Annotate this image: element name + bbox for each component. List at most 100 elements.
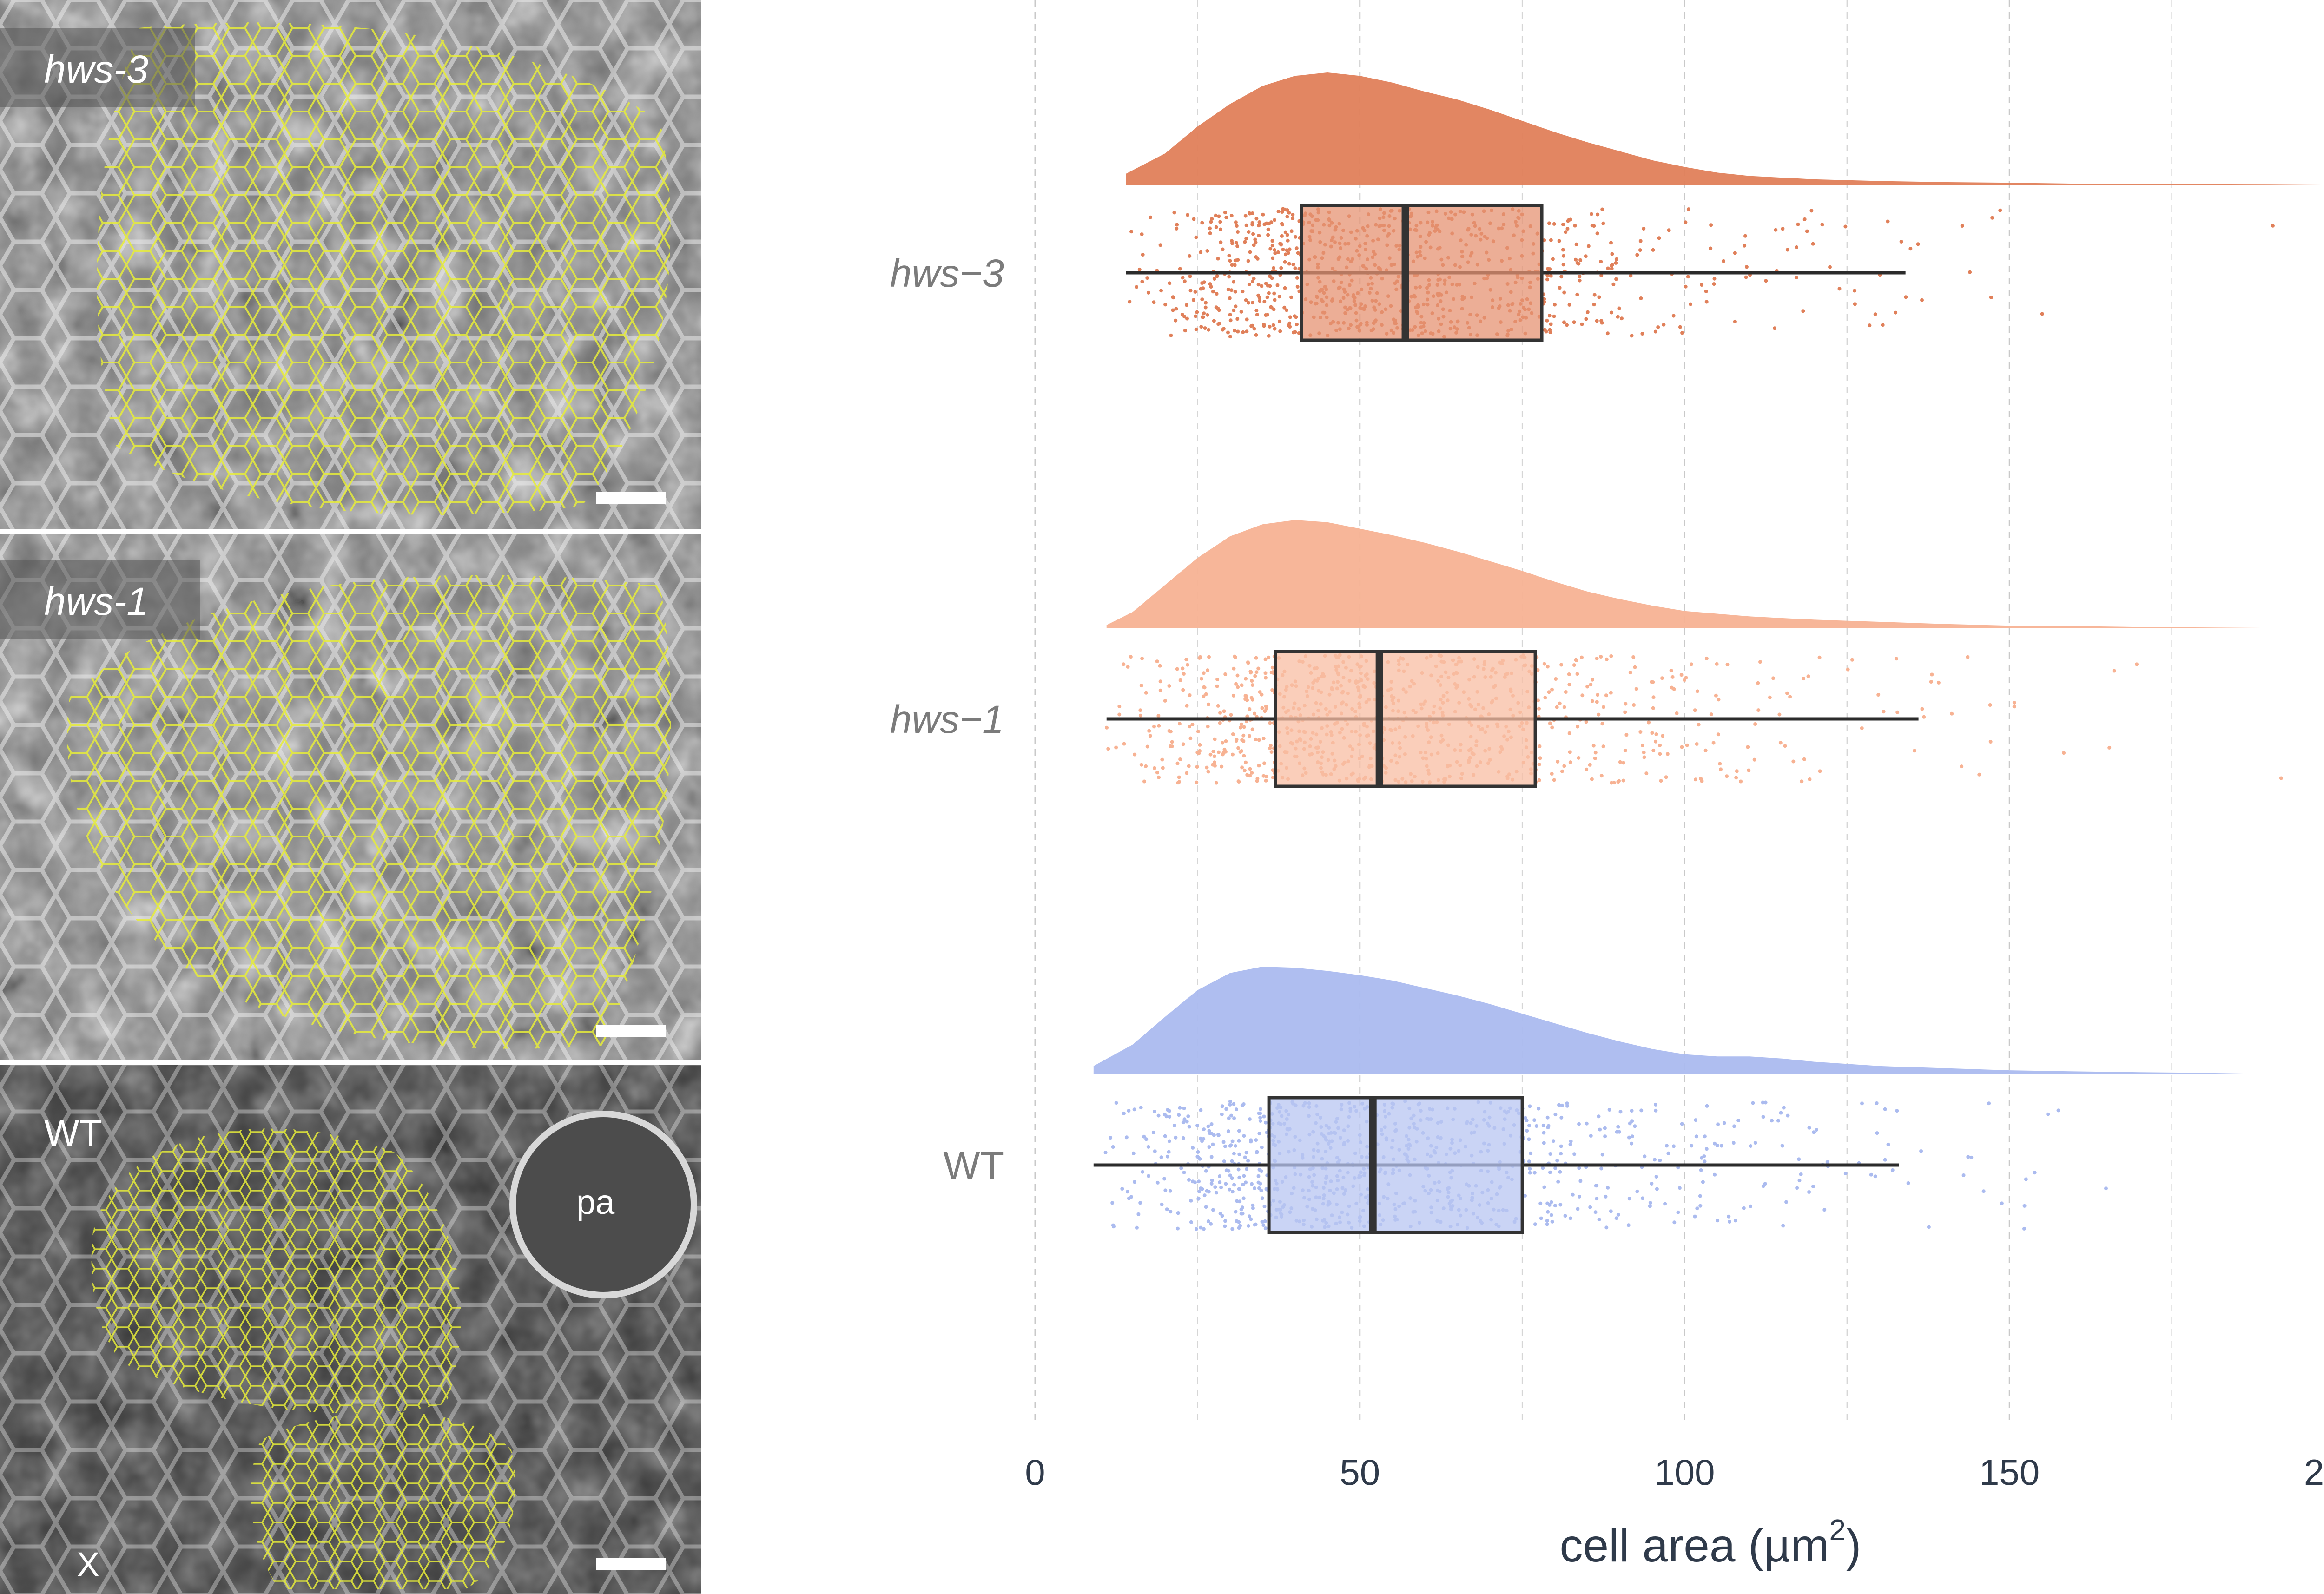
data-point (1243, 240, 1247, 244)
data-point (1110, 1201, 1115, 1205)
data-point (1559, 663, 1564, 667)
data-point (1258, 1181, 1262, 1186)
data-point (1998, 208, 2002, 212)
data-point (1181, 666, 1185, 671)
data-point (1800, 779, 1804, 784)
data-point (1617, 306, 1621, 310)
data-point (1285, 248, 1289, 252)
data-point (1131, 1151, 1136, 1155)
data-point (1808, 777, 1812, 781)
data-point (1791, 759, 1796, 764)
data-point (1689, 302, 1693, 306)
data-point (1786, 1113, 1790, 1118)
data-point (1584, 720, 1588, 724)
data-point (1293, 266, 1297, 270)
data-point (1666, 1151, 1670, 1155)
data-point (1585, 1121, 1589, 1126)
data-point (1586, 244, 1591, 248)
data-point (1217, 322, 1221, 326)
data-point (1528, 1166, 1532, 1171)
data-point (1133, 752, 1137, 757)
data-point (1199, 1108, 1203, 1112)
data-point (1258, 299, 1262, 303)
data-point (1228, 259, 1232, 263)
data-point (1180, 313, 1184, 317)
data-point (1654, 1175, 1658, 1179)
x-tick-label: 0 (1025, 1452, 1045, 1493)
category-label: WT (943, 1144, 1004, 1187)
data-point (1537, 778, 1541, 782)
data-point (1120, 1187, 1124, 1191)
data-point (1167, 1139, 1171, 1143)
data-point (1218, 1212, 1222, 1216)
data-point (1916, 242, 1920, 246)
data-point (1212, 319, 1216, 323)
data-point (1248, 250, 1252, 254)
data-point (1556, 760, 1560, 764)
data-point (1260, 1146, 1264, 1150)
data-point (1988, 703, 1992, 707)
data-point (1753, 1141, 1757, 1145)
data-point (1246, 1159, 1250, 1163)
data-point (1209, 1155, 1214, 1159)
data-point (1610, 263, 1614, 267)
data-point (1537, 706, 1541, 711)
data-point (1630, 1134, 1634, 1139)
data-point (1231, 752, 1235, 757)
data-point (1543, 300, 1546, 304)
data-point (1207, 1145, 1211, 1149)
data-point (1251, 1206, 1255, 1210)
data-point (1216, 257, 1220, 261)
data-point (1244, 237, 1248, 241)
data-point (1549, 322, 1553, 326)
data-point (1960, 764, 1964, 769)
data-point (1547, 314, 1552, 318)
data-point (1252, 277, 1256, 281)
panel-label-hws-3: hws-3 (44, 47, 148, 91)
data-point (1211, 1208, 1215, 1212)
data-point (1664, 775, 1668, 779)
data-point (1580, 322, 1584, 326)
label-box-hws-3 (0, 28, 195, 107)
data-point (1620, 316, 1624, 321)
data-point (1152, 766, 1156, 770)
data-point (1187, 764, 1191, 768)
data-point (1676, 1210, 1680, 1214)
data-point (1603, 1134, 1607, 1139)
data-point (1591, 744, 1596, 748)
data-point (1633, 1124, 1637, 1128)
data-point (1528, 1104, 1532, 1108)
data-point (1601, 744, 1605, 749)
data-point (1241, 1196, 1246, 1200)
data-point (1641, 743, 1644, 747)
data-point (1547, 221, 1551, 225)
data-point (1630, 1119, 1634, 1123)
data-point (1257, 234, 1261, 237)
data-point (1207, 1190, 1211, 1194)
density-hws−1 (1106, 520, 2324, 628)
data-point (1719, 1144, 1723, 1148)
data-point (1588, 1205, 1592, 1209)
data-point (1253, 711, 1257, 716)
data-point (1820, 223, 1824, 227)
data-point (1815, 1128, 1818, 1132)
data-point (1191, 298, 1195, 302)
data-point (1651, 706, 1655, 710)
data-point (1597, 712, 1601, 717)
data-point (1213, 1185, 1217, 1189)
data-point (1545, 665, 1550, 669)
data-point (1593, 1210, 1598, 1214)
data-point (1561, 223, 1565, 226)
data-point (1661, 734, 1665, 738)
data-point (1547, 690, 1551, 694)
data-point (1753, 722, 1757, 726)
data-point (1271, 256, 1275, 260)
data-point (1208, 231, 1212, 235)
data-point (1219, 227, 1222, 231)
data-point (1532, 1171, 1537, 1175)
data-point (1774, 228, 1778, 232)
data-point (1285, 215, 1289, 219)
data-point (1177, 1113, 1181, 1117)
data-point (1537, 763, 1541, 766)
